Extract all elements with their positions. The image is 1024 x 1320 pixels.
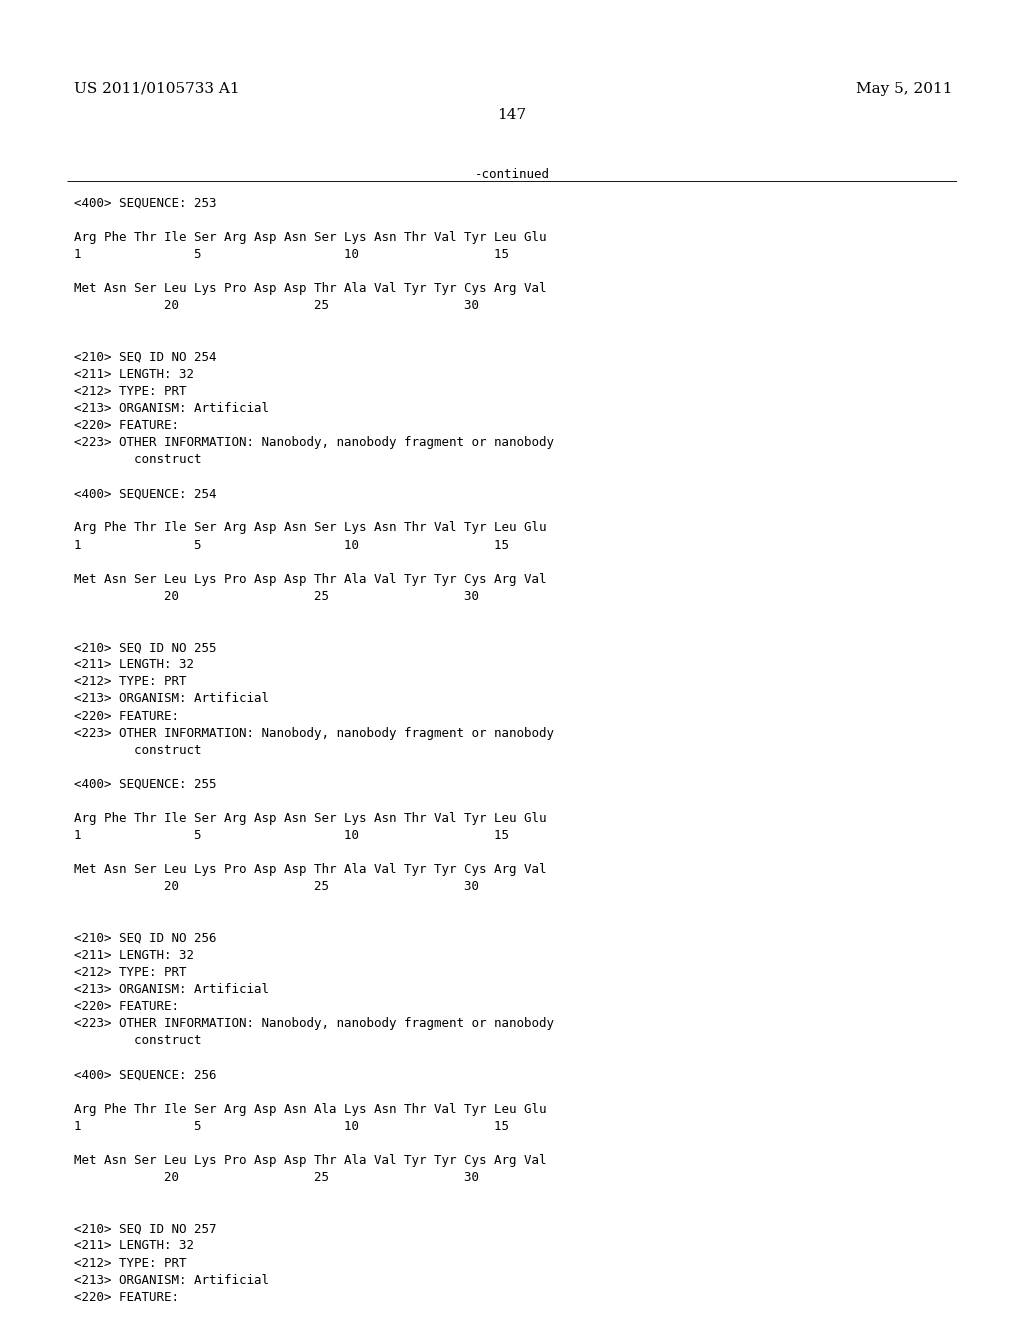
Text: <211> LENGTH: 32: <211> LENGTH: 32 [74,949,194,962]
Text: 1               5                   10                  15: 1 5 10 15 [74,539,509,552]
Text: <210> SEQ ID NO 256: <210> SEQ ID NO 256 [74,932,216,945]
Text: <213> ORGANISM: Artificial: <213> ORGANISM: Artificial [74,983,268,997]
Text: 1               5                   10                  15: 1 5 10 15 [74,1119,509,1133]
Text: US 2011/0105733 A1: US 2011/0105733 A1 [74,82,240,96]
Text: -continued: -continued [474,168,550,181]
Text: Arg Phe Thr Ile Ser Arg Asp Asn Ser Lys Asn Thr Val Tyr Leu Glu: Arg Phe Thr Ile Ser Arg Asp Asn Ser Lys … [74,812,546,825]
Text: Met Asn Ser Leu Lys Pro Asp Asp Thr Ala Val Tyr Tyr Cys Arg Val: Met Asn Ser Leu Lys Pro Asp Asp Thr Ala … [74,282,546,296]
Text: Met Asn Ser Leu Lys Pro Asp Asp Thr Ala Val Tyr Tyr Cys Arg Val: Met Asn Ser Leu Lys Pro Asp Asp Thr Ala … [74,573,546,586]
Text: <213> ORGANISM: Artificial: <213> ORGANISM: Artificial [74,693,268,705]
Text: construct: construct [74,453,202,466]
Text: Met Asn Ser Leu Lys Pro Asp Asp Thr Ala Val Tyr Tyr Cys Arg Val: Met Asn Ser Leu Lys Pro Asp Asp Thr Ala … [74,863,546,876]
Text: Arg Phe Thr Ile Ser Arg Asp Asn Ser Lys Asn Thr Val Tyr Leu Glu: Arg Phe Thr Ile Ser Arg Asp Asn Ser Lys … [74,231,546,244]
Text: <213> ORGANISM: Artificial: <213> ORGANISM: Artificial [74,401,268,414]
Text: 1               5                   10                  15: 1 5 10 15 [74,248,509,261]
Text: <400> SEQUENCE: 256: <400> SEQUENCE: 256 [74,1068,216,1081]
Text: 20                  25                  30: 20 25 30 [74,880,479,894]
Text: <211> LENGTH: 32: <211> LENGTH: 32 [74,1239,194,1253]
Text: <220> FEATURE:: <220> FEATURE: [74,1001,179,1012]
Text: <212> TYPE: PRT: <212> TYPE: PRT [74,1257,186,1270]
Text: <212> TYPE: PRT: <212> TYPE: PRT [74,384,186,397]
Text: <223> OTHER INFORMATION: Nanobody, nanobody fragment or nanobody: <223> OTHER INFORMATION: Nanobody, nanob… [74,436,554,449]
Text: May 5, 2011: May 5, 2011 [856,82,952,96]
Text: <400> SEQUENCE: 253: <400> SEQUENCE: 253 [74,197,216,210]
Text: <400> SEQUENCE: 255: <400> SEQUENCE: 255 [74,777,216,791]
Text: <210> SEQ ID NO 254: <210> SEQ ID NO 254 [74,351,216,363]
Text: <210> SEQ ID NO 257: <210> SEQ ID NO 257 [74,1222,216,1236]
Text: Met Asn Ser Leu Lys Pro Asp Asp Thr Ala Val Tyr Tyr Cys Arg Val: Met Asn Ser Leu Lys Pro Asp Asp Thr Ala … [74,1154,546,1167]
Text: <211> LENGTH: 32: <211> LENGTH: 32 [74,659,194,671]
Text: construct: construct [74,1035,202,1047]
Text: Arg Phe Thr Ile Ser Arg Asp Asn Ala Lys Asn Thr Val Tyr Leu Glu: Arg Phe Thr Ile Ser Arg Asp Asn Ala Lys … [74,1102,546,1115]
Text: 20                  25                  30: 20 25 30 [74,300,479,313]
Text: 20                  25                  30: 20 25 30 [74,590,479,603]
Text: 147: 147 [498,108,526,123]
Text: <220> FEATURE:: <220> FEATURE: [74,1291,179,1304]
Text: 1               5                   10                  15: 1 5 10 15 [74,829,509,842]
Text: Arg Phe Thr Ile Ser Arg Asp Asn Ser Lys Asn Thr Val Tyr Leu Glu: Arg Phe Thr Ile Ser Arg Asp Asn Ser Lys … [74,521,546,535]
Text: <400> SEQUENCE: 254: <400> SEQUENCE: 254 [74,487,216,500]
Text: <223> OTHER INFORMATION: Nanobody, nanobody fragment or nanobody: <223> OTHER INFORMATION: Nanobody, nanob… [74,1018,554,1030]
Text: <213> ORGANISM: Artificial: <213> ORGANISM: Artificial [74,1274,268,1287]
Text: <210> SEQ ID NO 255: <210> SEQ ID NO 255 [74,642,216,655]
Text: <211> LENGTH: 32: <211> LENGTH: 32 [74,367,194,380]
Text: 20                  25                  30: 20 25 30 [74,1171,479,1184]
Text: <212> TYPE: PRT: <212> TYPE: PRT [74,966,186,979]
Text: <220> FEATURE:: <220> FEATURE: [74,418,179,432]
Text: <212> TYPE: PRT: <212> TYPE: PRT [74,676,186,688]
Text: <223> OTHER INFORMATION: Nanobody, nanobody fragment or nanobody: <223> OTHER INFORMATION: Nanobody, nanob… [74,726,554,739]
Text: <220> FEATURE:: <220> FEATURE: [74,710,179,722]
Text: construct: construct [74,743,202,756]
